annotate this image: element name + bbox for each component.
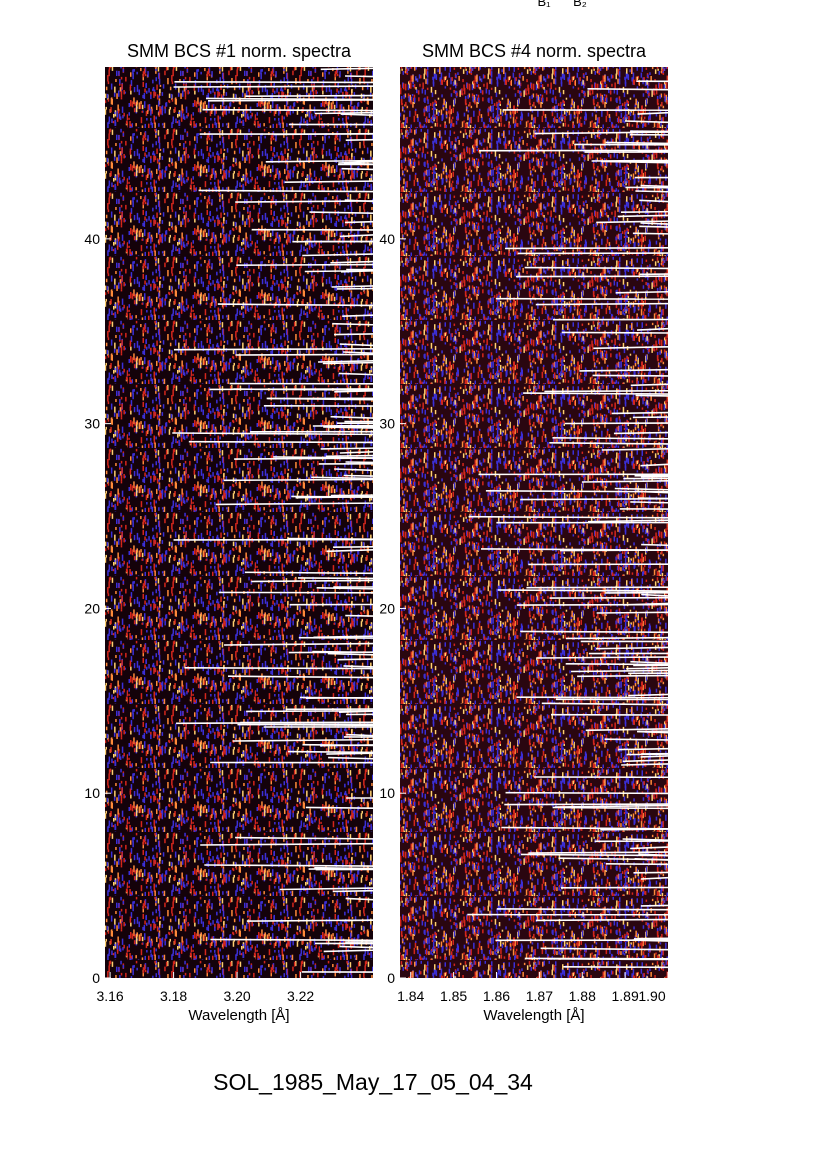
x-tick-label: 1.85 [440,988,467,1004]
y-tick-label: 10 [379,785,395,801]
y-tick-label: 0 [92,970,100,986]
y-tick-label: 40 [84,231,100,247]
y-tick-label: 0 [387,970,395,986]
x-tick-label: 1.88 [569,988,596,1004]
panel-title: SMM BCS #1 norm. spectra [127,41,352,61]
x-axis-label: Wavelength [Å] [483,1007,584,1024]
top-label: B₁ [537,0,551,9]
x-tick-label: 3.20 [223,988,250,1004]
y-tick-label: 30 [84,416,100,432]
top-label: B₂ [573,0,587,9]
y-tick-label: 10 [84,785,100,801]
panel-title: SMM BCS #4 norm. spectra [422,41,647,61]
x-tick-label: 3.22 [287,988,314,1004]
x-axis-label: Wavelength [Å] [188,1007,289,1024]
saturated-rows [172,67,373,973]
saturated-rows [467,80,668,969]
x-tick-label: 3.16 [96,988,123,1004]
x-tick-label: 1.89 [611,988,638,1004]
y-tick-label: 40 [379,231,395,247]
caption: SOL_1985_May_17_05_04_34 [213,1069,533,1095]
x-tick-label: 1.90 [638,988,665,1004]
y-tick-label: 30 [379,416,395,432]
heatmap-image [105,67,373,978]
x-tick-label: 1.86 [483,988,510,1004]
y-tick-label: 20 [84,600,100,616]
x-tick-label: 1.84 [397,988,424,1004]
x-tick-label: 3.18 [160,988,187,1004]
y-tick-label: 20 [379,600,395,616]
x-tick-label: 1.87 [526,988,553,1004]
